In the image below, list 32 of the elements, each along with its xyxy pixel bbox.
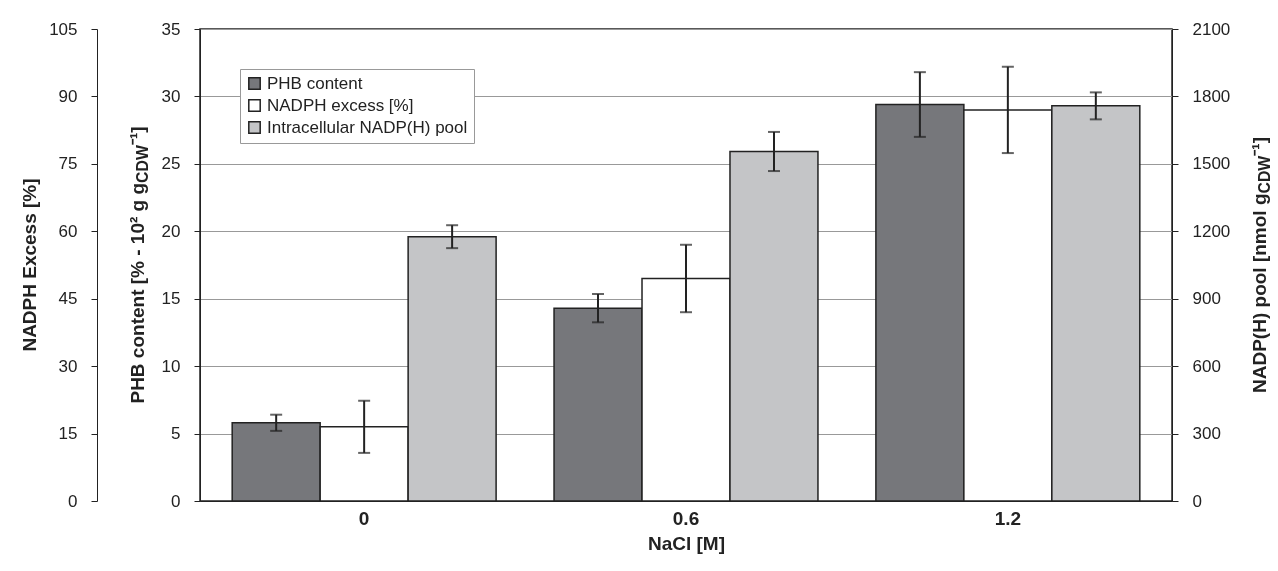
- y3-tick-label: 30: [58, 356, 78, 376]
- y2-tick-label: 0: [1192, 491, 1202, 511]
- x-tick-label: 0.6: [672, 507, 700, 529]
- y2-tick-label: 300: [1192, 424, 1221, 444]
- y-tick-label: 35: [161, 19, 181, 39]
- y2-tick-label: 1200: [1192, 221, 1231, 241]
- y3-tick-label: 75: [58, 154, 78, 174]
- y2-tick-label: 2100: [1192, 19, 1231, 39]
- y-tick-label: 25: [161, 154, 181, 174]
- y-tick-label: 0: [171, 491, 181, 511]
- x-tick-label: 0: [358, 507, 370, 529]
- y-tick-label: 20: [161, 221, 181, 241]
- y-tick-label: 15: [161, 289, 181, 309]
- legend-label: Intracellular NADP(H) pool: [267, 117, 468, 137]
- y2-tick-label: 1800: [1192, 86, 1231, 106]
- y-tick-label: 30: [161, 86, 181, 106]
- y3-tick-label: 45: [58, 289, 78, 309]
- legend-label: NADPH excess [%]: [267, 95, 414, 115]
- y2-tick-label: 900: [1192, 289, 1221, 309]
- y3-tick-label: 0: [68, 491, 78, 511]
- y3-tick-label: 90: [58, 86, 78, 106]
- y3-tick-label: 15: [58, 424, 78, 444]
- y2-tick-label: 1500: [1192, 154, 1231, 174]
- y3-tick-label: 105: [49, 19, 78, 39]
- x-tick-label: 1.2: [994, 507, 1022, 529]
- y2-tick-label: 600: [1192, 356, 1221, 376]
- y-tick-label: 10: [161, 356, 181, 376]
- legend-label: PHB content: [267, 73, 363, 93]
- y3-tick-label: 60: [58, 221, 78, 241]
- y3-axis-title: NADPH Excess [%]: [19, 178, 41, 352]
- y-tick-label: 5: [171, 424, 181, 444]
- x-axis-title: NaCl [M]: [647, 532, 726, 554]
